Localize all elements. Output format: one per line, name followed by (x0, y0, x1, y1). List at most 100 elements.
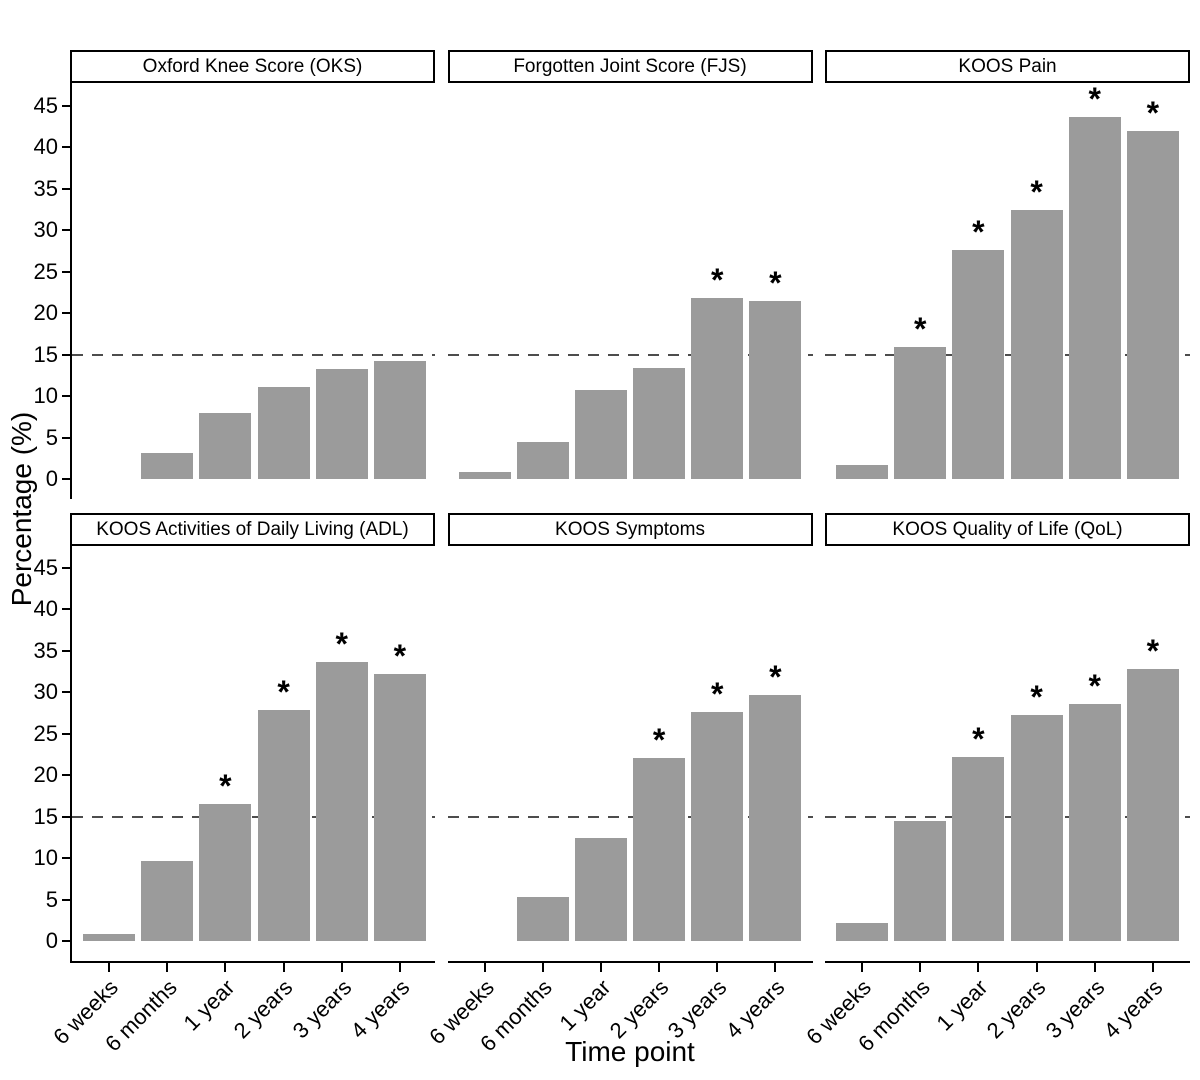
y-axis-tick (62, 898, 70, 901)
y-axis-tick-label: 30 (33, 217, 58, 242)
bar (749, 695, 802, 941)
facet-plot-area: * * (447, 83, 813, 499)
facet-title-strip: KOOS Quality of Life (QoL) (825, 513, 1190, 546)
y-axis-tick-label: 25 (33, 258, 58, 284)
bar (516, 897, 569, 941)
y-axis-tick (62, 857, 70, 859)
y-axis-tick (62, 187, 70, 190)
y-axis-tick-label: 45 (33, 92, 58, 118)
reference-line (72, 815, 435, 818)
x-axis-tick-label: 3 years (662, 974, 732, 1044)
bar (1068, 703, 1121, 941)
bar (199, 804, 252, 941)
y-axis-tick-label: 10 (33, 845, 58, 870)
facet-title: KOOS Symptoms (555, 518, 705, 540)
facet-title-strip: KOOS Activities of Daily Living (ADL) (70, 513, 435, 546)
y-axis-tick (62, 691, 70, 693)
x-axis-tick-label: 2 years (982, 974, 1051, 1044)
bar (1126, 668, 1179, 941)
x-axis-tick-label: 4 years (720, 974, 790, 1044)
bar (836, 922, 889, 941)
bar (141, 453, 194, 479)
reference-line (447, 815, 813, 818)
x-axis-tick (599, 963, 602, 972)
y-axis-tick (62, 146, 70, 148)
x-axis-tick-label: 3 years (1040, 974, 1110, 1044)
y-axis-tick (62, 436, 70, 439)
y-axis-tick-label: 10 (33, 383, 58, 408)
significance-asterisk: * (972, 720, 985, 757)
y-axis-tick-label: 20 (33, 300, 58, 325)
x-axis-title: Time point (565, 1036, 695, 1067)
y-axis-tick-label: 45 (33, 554, 58, 580)
x-axis-tick (716, 963, 719, 972)
y-axis-tick (62, 608, 70, 610)
reference-line (447, 353, 813, 356)
y-axis-tick (62, 774, 70, 776)
significance-asterisk: * (393, 637, 407, 674)
reference-line (72, 353, 435, 356)
x-axis-tick (1151, 963, 1154, 972)
bar (458, 471, 511, 479)
y-axis-tick-label: 5 (45, 424, 58, 450)
significance-asterisk: * (711, 262, 724, 299)
bar (315, 369, 368, 479)
y-axis-tick (62, 395, 70, 397)
facet-title-strip: KOOS Symptoms (447, 513, 813, 546)
significance-asterisk: * (769, 659, 782, 696)
bar (894, 820, 947, 941)
bar (141, 861, 194, 941)
significance-asterisk: * (1146, 95, 1160, 132)
x-axis-tick (774, 963, 777, 972)
x-axis-tick (861, 963, 864, 972)
significance-asterisk: * (914, 311, 927, 348)
x-axis-tick (1035, 963, 1038, 972)
x-axis-tick (658, 963, 661, 972)
facet-title: Oxford Knee Score (OKS) (142, 55, 363, 77)
significance-asterisk: * (277, 674, 290, 711)
facet-title-strip: Forgotten Joint Score (FJS) (447, 50, 813, 83)
y-axis-tick-label: 0 (45, 466, 58, 491)
facet-title-strip: KOOS Pain (825, 50, 1190, 83)
y-axis-tick-label: 5 (45, 886, 58, 912)
bar (1068, 117, 1121, 479)
y-axis-tick-label: 40 (33, 134, 58, 159)
bar (199, 412, 252, 479)
y-axis-tick-label: 40 (33, 596, 58, 621)
x-axis-tick (166, 963, 169, 972)
bar (574, 390, 627, 479)
bar (1126, 131, 1179, 479)
y-axis-tick-label: 25 (33, 720, 58, 746)
reference-line (825, 815, 1190, 818)
significance-asterisk: * (1088, 667, 1101, 704)
facet-title: Forgotten Joint Score (FJS) (513, 55, 747, 77)
significance-asterisk: * (1030, 174, 1043, 211)
y-axis-tick (62, 566, 70, 569)
y-axis-tick (62, 815, 70, 818)
y-axis-tick-label: 30 (33, 679, 58, 704)
bar (691, 711, 744, 941)
x-axis-tick (108, 963, 111, 972)
facet-plot-area: * * * * 0 5 10 15 20 25 30 35 40 45 6 weeks 6 months 1 y… (34, 546, 435, 1056)
bar (1010, 210, 1063, 479)
facet-title: KOOS Quality of Life (QoL) (892, 518, 1123, 540)
bar (315, 662, 368, 941)
significance-asterisk: * (769, 265, 782, 302)
x-axis-tick-label: 4 years (1098, 974, 1168, 1044)
x-axis-tick (224, 963, 227, 972)
y-axis-tick-label: 35 (33, 637, 58, 663)
facet-title-strip: Oxford Knee Score (OKS) (70, 50, 435, 83)
y-axis-tick (62, 732, 70, 735)
bar (749, 301, 802, 479)
x-axis-tick-label: 4 years (345, 974, 415, 1044)
significance-asterisk: * (1030, 679, 1043, 716)
reference-line (825, 353, 1190, 356)
x-axis-tick-label: 3 years (287, 974, 357, 1044)
bar (894, 347, 947, 479)
x-axis-tick-label: 2 years (604, 974, 674, 1044)
bar (691, 298, 744, 479)
bar (257, 386, 310, 479)
significance-asterisk: * (972, 213, 985, 250)
y-axis-tick (62, 649, 70, 652)
